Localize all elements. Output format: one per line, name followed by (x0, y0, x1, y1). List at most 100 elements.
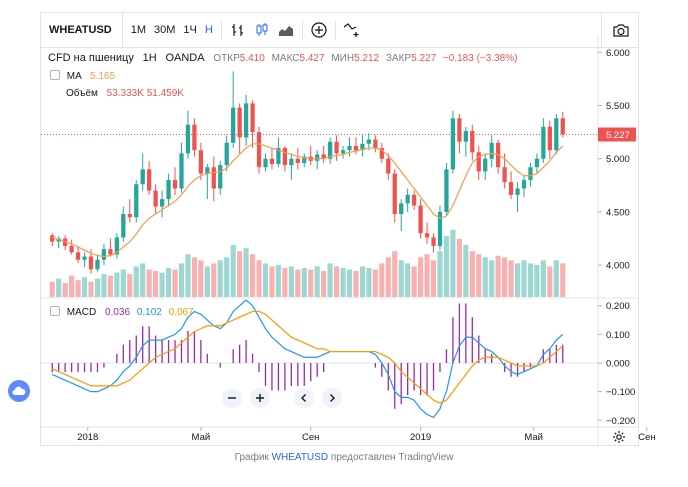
candle-body (379, 148, 384, 159)
candle-body (134, 184, 139, 218)
cloud-icon[interactable] (8, 380, 30, 402)
candle-body (101, 249, 107, 260)
volume-bar (127, 274, 133, 297)
scroll-right-button[interactable] (322, 388, 342, 408)
volume-bar (185, 254, 191, 297)
candle-body (82, 256, 87, 260)
legend-interval: 1Н (142, 52, 157, 64)
volume-bar (514, 263, 521, 297)
volume-bar (75, 280, 81, 297)
candle-body (457, 118, 462, 142)
volume-bar (553, 260, 559, 297)
price-tick-label: 6.000 (606, 48, 630, 59)
candle-body (198, 150, 204, 174)
time-tick-label: Май (524, 432, 543, 443)
candle-body (147, 169, 152, 191)
volume-bar (430, 260, 437, 297)
volume-legend[interactable]: Объём 53.333K 51.459K (66, 88, 184, 99)
volume-bar (295, 269, 301, 297)
zoom-out-button[interactable] (222, 388, 242, 408)
volume-bar (560, 263, 566, 297)
interval-week-button[interactable]: Н (204, 24, 213, 36)
volume-bar (282, 267, 288, 297)
volume-bar (191, 257, 197, 297)
volume-bar (224, 257, 230, 297)
zoom-in-button[interactable] (250, 388, 270, 408)
collapse-icon[interactable] (50, 306, 60, 316)
plus-icon (256, 394, 264, 402)
change-value: −0.183 (−3.38%) (442, 53, 518, 64)
price-tick-label: 5.500 (606, 101, 630, 112)
volume-bar (379, 263, 385, 297)
ma-label: MA (66, 71, 82, 82)
candle-body (276, 148, 281, 165)
candle-body (353, 145, 359, 151)
volume-bar (418, 257, 424, 297)
candle-body (450, 118, 456, 170)
minus-icon (228, 397, 236, 399)
snapshot-icon[interactable] (610, 19, 632, 41)
candle-body (560, 118, 565, 135)
candle-body (205, 167, 210, 174)
candle-body (521, 179, 527, 189)
volume-bar (405, 263, 411, 297)
candle-body (250, 103, 255, 133)
collapse-icon[interactable] (50, 70, 60, 80)
candle-body (463, 131, 468, 142)
volume-bar (359, 266, 366, 297)
candle-body (302, 156, 307, 163)
candle-body (211, 167, 216, 189)
macd-line (51, 299, 564, 419)
candle-body (140, 169, 145, 185)
volume-bar (424, 254, 430, 297)
volume-bar (508, 260, 514, 297)
candle-body (541, 126, 546, 159)
volume-bar (256, 260, 262, 297)
candle-body (405, 194, 410, 204)
volume-bar (502, 257, 508, 297)
volume-bar (340, 267, 346, 297)
signal-line (51, 310, 564, 404)
last-price-label: 5.227 (606, 130, 630, 141)
attribution-link[interactable]: WHEATUSD (271, 452, 329, 463)
time-tick-label: 2018 (77, 432, 98, 443)
volume-bar (308, 269, 314, 297)
volume-bar (450, 229, 456, 297)
candle-body (192, 124, 197, 151)
volume-bar (437, 251, 443, 297)
candle-body (547, 126, 552, 151)
time-tick-label: Сен (302, 432, 319, 443)
scroll-left-button[interactable] (294, 388, 314, 408)
toolbar: WHEATUSD 1М 30М 1Ч Н (41, 13, 638, 48)
volume-bar (62, 283, 68, 297)
candle-body (386, 158, 391, 174)
volume-bar (204, 266, 210, 297)
compare-icon[interactable] (340, 13, 364, 47)
volume-bar (107, 275, 113, 297)
interval-1h-button[interactable]: 1Ч (183, 24, 197, 36)
candle-body (153, 190, 158, 207)
macd-legend[interactable]: MACD 0.036 0.102 0.067 (50, 306, 194, 318)
candles-style-icon[interactable] (250, 13, 274, 47)
volume-bar (547, 266, 553, 297)
bar-style-icon[interactable] (226, 13, 250, 47)
price-chart[interactable]: 6.000 5.500 5.000 4.500 4.000 0.200 0.100 0.000… (0, 0, 688, 447)
area-style-icon[interactable] (274, 13, 298, 47)
volume-bar (94, 278, 101, 297)
macd-tick-label: 0.100 (606, 330, 630, 341)
settings-gear-icon[interactable] (612, 430, 626, 444)
volume-bar (534, 264, 540, 297)
ma-legend[interactable]: MA 5.165 (50, 70, 115, 82)
attribution-suffix: предоставлен TradingView (328, 452, 454, 463)
volume-bar (211, 263, 217, 297)
volume-bar (392, 251, 398, 297)
attribution: График WHEATUSD предоставлен TradingView (0, 452, 688, 463)
volume-bar (314, 266, 320, 297)
volume-bar (69, 275, 75, 297)
symbol-search-button[interactable]: WHEATUSD (41, 13, 123, 47)
add-indicator-icon[interactable] (307, 13, 331, 47)
interval-30m-button[interactable]: 30М (154, 24, 176, 36)
price-tick-label: 5.000 (606, 154, 630, 165)
interval-1m-button[interactable]: 1М (130, 24, 147, 36)
candle-body (69, 245, 74, 253)
